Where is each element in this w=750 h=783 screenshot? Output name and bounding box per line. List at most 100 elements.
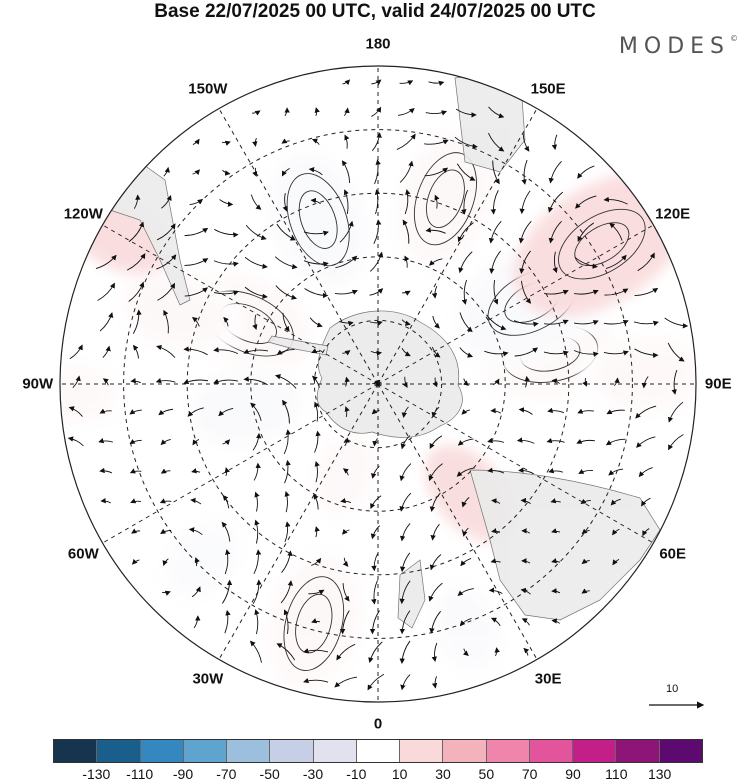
wind-vector [404,189,411,215]
wind-vector [548,468,564,474]
wind-vector [431,346,441,358]
meridian-line [102,224,379,385]
wind-vector [521,558,531,564]
wind-vector [245,224,267,241]
wind-vector [432,377,438,388]
wind-vector [604,288,629,296]
wind-vector [373,219,382,245]
wind-vector [399,463,412,482]
anomaly-shade [262,138,374,301]
wind-vector [370,525,380,540]
anomaly-high-30w [260,541,368,702]
wind-vector [252,137,258,147]
wind-vector [544,319,569,325]
australia [469,469,661,621]
wind-vector [551,618,561,624]
wind-vector [434,194,440,209]
wind-vector [252,432,262,451]
wind-vector [492,378,500,386]
wind-vector [184,258,209,266]
wind-vector [371,79,382,86]
wind-vector [252,579,262,604]
wind-vector [274,256,298,270]
wind-vector [126,253,146,271]
lon-label-30w: 30W [192,670,224,688]
wind-vector [308,589,325,595]
wind-vector [430,523,440,541]
meridian-line [102,383,379,544]
colorbar-tick-label: -50 [259,766,280,782]
wind-vector [463,378,469,386]
wind-vector [189,198,204,206]
wind-vector [254,609,260,635]
wind-vector [158,408,174,416]
wind-vector [283,609,289,634]
wind-vector [460,558,472,567]
wind-vector [608,468,624,476]
colorbar-tick-label: 110 [605,766,628,782]
wind-vector [519,250,531,274]
wind-vector [213,378,239,384]
wind-vector [431,286,438,299]
wind-vector [518,220,532,244]
wind-vector [213,347,239,355]
wind-vector [550,498,561,504]
wind-vector [513,320,539,327]
wind-vector [344,376,350,387]
wind-vector [667,401,684,423]
colorbar-tick-label: -90 [172,766,194,782]
wind-vector [284,521,291,542]
wind-vector [399,492,412,512]
wind-vector [244,286,268,299]
wind-vector [634,287,659,297]
wind-vector [459,618,472,627]
wind-vector [218,407,234,417]
wind-vector [492,160,500,185]
reference-vector-label: 10 [666,683,679,695]
wind-vector [578,468,593,474]
wind-vector [456,163,476,181]
wind-vector [487,467,505,474]
colorbar-swatch [356,740,401,762]
wind-vector [130,498,142,504]
wind-vector [612,528,620,536]
wind-vector [425,110,448,116]
wind-vector [341,160,351,184]
wind-vector [462,648,469,656]
wind-vector [603,196,628,205]
colorbar-tick-label: 130 [647,766,672,782]
wind-vector [214,229,239,238]
wind-vector [163,166,170,177]
colorbar-swatch [270,740,314,762]
wind-vector [609,222,623,241]
wind-vector [221,140,231,146]
wind-vector [224,467,230,477]
wind-vector [370,495,382,510]
wind-vector [605,438,626,446]
wind-vector [425,227,446,234]
wind-vector [457,588,474,597]
wind-vector [68,406,83,417]
map-border [59,65,697,703]
wind-vector [102,345,111,358]
wind-vector [191,317,200,327]
wind-vector [429,554,442,571]
wind-vector [343,189,349,214]
wind-vector [516,437,535,444]
wind-vector [304,288,329,299]
wind-vector [342,528,350,535]
wind-vector [641,376,649,389]
wind-vector [284,107,290,117]
wind-vector [521,159,528,185]
wind-vector [372,438,378,447]
lon-label-120e: 120E [655,205,691,223]
wind-vector [402,376,408,388]
wind-vector [547,407,565,414]
latitude-circle [123,129,633,639]
anomaly-contour [413,152,477,246]
wind-vector [367,674,385,691]
wind-vector [276,223,296,241]
colorbar-swatch [313,740,357,762]
wind-vector [551,134,558,151]
colorbar-swatch [486,740,530,762]
